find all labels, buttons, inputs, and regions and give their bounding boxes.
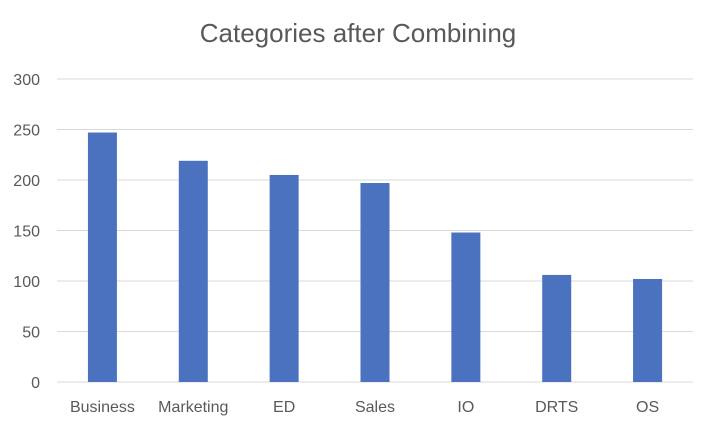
y-tick-label: 250: [13, 123, 40, 140]
bar-marketing: [178, 160, 208, 382]
bar-os: [633, 278, 663, 382]
chart-title: Categories after Combining: [200, 18, 517, 48]
bar-sales: [360, 183, 390, 382]
y-axis-tick-labels: 0 50 100 150 200 250 300: [13, 72, 40, 392]
x-category-label: DRTS: [535, 399, 578, 416]
x-axis-category-labels: Business Marketing ED Sales IO DRTS OS: [70, 399, 659, 416]
bar-ed: [269, 174, 299, 382]
x-category-label: Marketing: [158, 399, 228, 416]
y-tick-label: 200: [13, 173, 40, 190]
y-tick-label: 100: [13, 274, 40, 291]
x-category-label: Business: [70, 399, 135, 416]
bar-io: [451, 232, 481, 382]
bar-drts: [542, 274, 572, 382]
y-tick-label: 0: [31, 375, 40, 392]
y-tick-label: 50: [22, 325, 40, 342]
bar-business: [87, 132, 117, 382]
x-category-label: Sales: [355, 399, 395, 416]
y-tick-label: 300: [13, 72, 40, 89]
y-tick-label: 150: [13, 224, 40, 241]
x-category-label: OS: [636, 399, 659, 416]
x-category-label: IO: [457, 399, 474, 416]
x-category-label: ED: [273, 399, 295, 416]
bars: [87, 132, 663, 382]
